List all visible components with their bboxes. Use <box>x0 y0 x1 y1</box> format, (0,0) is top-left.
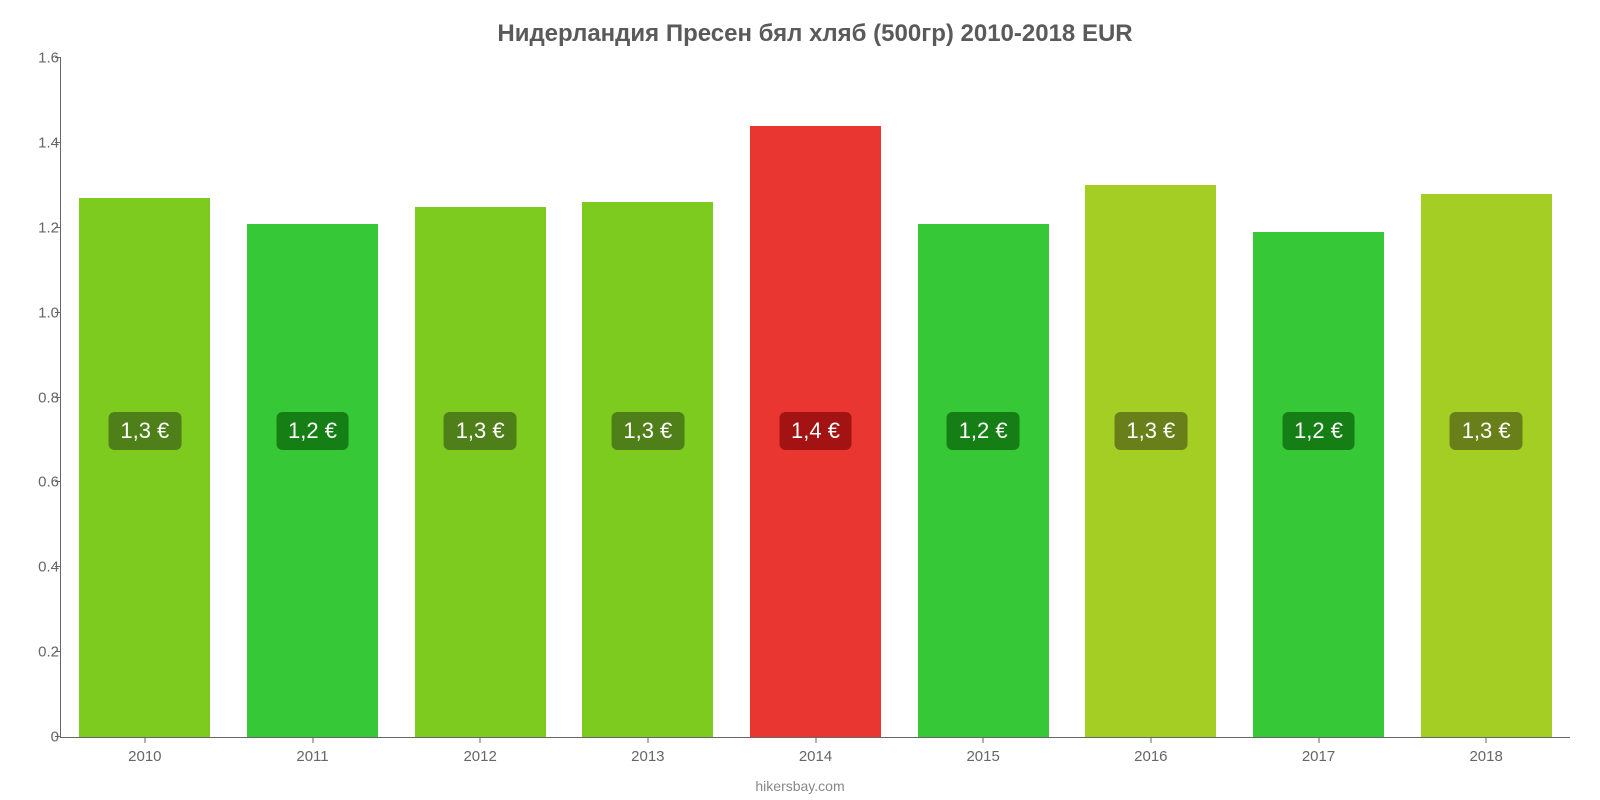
x-tick-mark <box>983 737 984 743</box>
y-tick-mark <box>55 566 61 567</box>
bar-value-label: 1,3 € <box>1114 412 1187 450</box>
bar <box>79 198 210 737</box>
y-tick-label: 0.6 <box>11 474 59 491</box>
y-tick-label: 0.8 <box>11 389 59 406</box>
y-tick-mark <box>55 397 61 398</box>
x-tick-label: 2017 <box>1302 748 1335 765</box>
chart-container: Нидерландия Пресен бял хляб (500гр) 2010… <box>0 0 1600 800</box>
y-tick-label: 1.4 <box>11 134 59 151</box>
x-tick-mark <box>1486 737 1487 743</box>
x-tick-label: 2013 <box>631 748 664 765</box>
x-tick-label: 2016 <box>1134 748 1167 765</box>
bar <box>247 224 378 737</box>
x-tick-mark <box>480 737 481 743</box>
y-tick-mark <box>55 651 61 652</box>
bars-group: 1,3 € 1,2 € 1,3 € 1,3 € 1,4 € 1,2 € 1,3 € 1,2 €… <box>61 58 1570 737</box>
bar-value-label: 1,3 € <box>108 412 181 450</box>
bar-value-label: 1,3 € <box>1450 412 1523 450</box>
x-tick-label: 2012 <box>463 748 496 765</box>
x-tick-label: 2018 <box>1469 748 1502 765</box>
source-credit: hikersbay.com <box>755 778 844 794</box>
x-tick-mark <box>1318 737 1319 743</box>
x-tick-mark <box>144 737 145 743</box>
bar <box>1085 185 1216 737</box>
bar-value-label: 1,2 € <box>276 412 349 450</box>
x-tick-mark <box>647 737 648 743</box>
y-tick-label: 1.0 <box>11 304 59 321</box>
bar <box>918 224 1049 737</box>
plot-area: 1,3 € 1,2 € 1,3 € 1,3 € 1,4 € 1,2 € 1,3 € 1,2 €… <box>60 58 1570 738</box>
y-tick-label: 1.6 <box>11 50 59 67</box>
x-tick-label: 2014 <box>799 748 832 765</box>
x-tick-mark <box>1150 737 1151 743</box>
y-tick-label: 1.2 <box>11 219 59 236</box>
bar <box>1421 194 1552 737</box>
bar-value-label: 1,3 € <box>611 412 684 450</box>
x-tick-label: 2010 <box>128 748 161 765</box>
y-tick-mark <box>55 227 61 228</box>
y-tick-mark <box>55 481 61 482</box>
bar <box>582 202 713 737</box>
x-tick-mark <box>815 737 816 743</box>
y-tick-label: 0.2 <box>11 644 59 661</box>
y-tick-mark <box>55 142 61 143</box>
bar <box>415 207 546 737</box>
bar-value-label: 1,4 € <box>779 412 852 450</box>
bar-value-label: 1,2 € <box>1282 412 1355 450</box>
y-tick-mark <box>55 736 61 737</box>
x-tick-mark <box>312 737 313 743</box>
y-tick-label: 0 <box>11 729 59 746</box>
y-tick-label: 0.4 <box>11 559 59 576</box>
x-tick-label: 2015 <box>966 748 999 765</box>
y-tick-mark <box>55 57 61 58</box>
bar <box>1253 232 1384 737</box>
y-tick-mark <box>55 312 61 313</box>
x-tick-label: 2011 <box>296 748 328 765</box>
bar-value-label: 1,2 € <box>947 412 1020 450</box>
bar-value-label: 1,3 € <box>444 412 517 450</box>
chart-title: Нидерландия Пресен бял хляб (500гр) 2010… <box>60 20 1570 48</box>
